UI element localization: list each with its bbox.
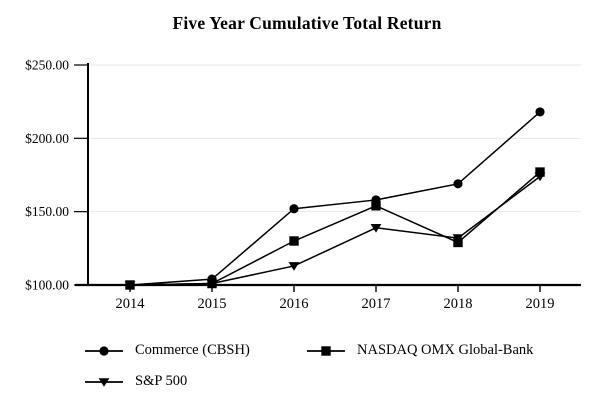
legend-item-nasdaq-omx-global-bank: NASDAQ OMX Global-Bank: [306, 343, 533, 358]
triangle-down-marker-icon: [85, 377, 123, 387]
data-point-nasdaq-omx-global-bank-2014: [125, 280, 135, 290]
data-point-commerce-cbsh-2016: [289, 204, 299, 214]
data-point-commerce-cbsh-2019: [535, 107, 545, 117]
chart-title: Five Year Cumulative Total Return: [172, 13, 442, 33]
x-tick-label: 2017: [362, 296, 391, 312]
legend-item-commerce-cbsh: Commerce (CBSH): [84, 343, 250, 358]
data-point-nasdaq-omx-global-bank-2017: [371, 201, 381, 211]
data-point-nasdaq-omx-global-bank-2015: [207, 278, 217, 289]
data-point-s-p-500-2016: [288, 262, 300, 271]
y-tick-label: $200.00: [25, 131, 69, 146]
x-tick-label: 2015: [198, 296, 227, 312]
data-point-nasdaq-omx-global-bank-2018: [453, 237, 463, 248]
circle-marker-icon: [85, 345, 123, 356]
square-marker-icon: [307, 345, 345, 356]
data-point-s-p-500-2017: [370, 224, 382, 233]
triangle-down-glyph: [98, 377, 110, 387]
x-tick-label: 2016: [280, 296, 309, 312]
y-tick-label: $100.00: [25, 278, 69, 293]
x-tick-label: 2014: [116, 296, 146, 312]
y-tick-label: $250.00: [25, 58, 69, 73]
series-line-nasdaq-omx-global-bank: [129, 171, 541, 286]
x-tick-label: 2018: [444, 296, 473, 312]
chart-canvas: $100.00 $150.00 $200.00 $250.00 2014 2015 2016…: [25, 58, 581, 312]
legend-label-commerce-cbsh: Commerce (CBSH): [135, 342, 250, 358]
legend-item-sp500: S&P 500: [84, 374, 187, 389]
y-tick-label: $150.00: [25, 204, 69, 219]
data-point-nasdaq-omx-global-bank-2016: [289, 236, 299, 246]
legend-label-sp500: S&P 500: [135, 373, 188, 389]
legend-label-nasdaq-omx-global-bank: NASDAQ OMX Global-Bank: [357, 342, 534, 358]
series-line-commerce-cbsh: [129, 111, 541, 286]
x-tick-label: 2019: [526, 296, 555, 312]
data-point-nasdaq-omx-global-bank-2019: [535, 167, 545, 177]
square-glyph: [321, 345, 331, 356]
circle-glyph: [99, 345, 109, 356]
series-line-s-p-500: [129, 175, 541, 286]
data-point-commerce-cbsh-2018: [453, 179, 463, 189]
